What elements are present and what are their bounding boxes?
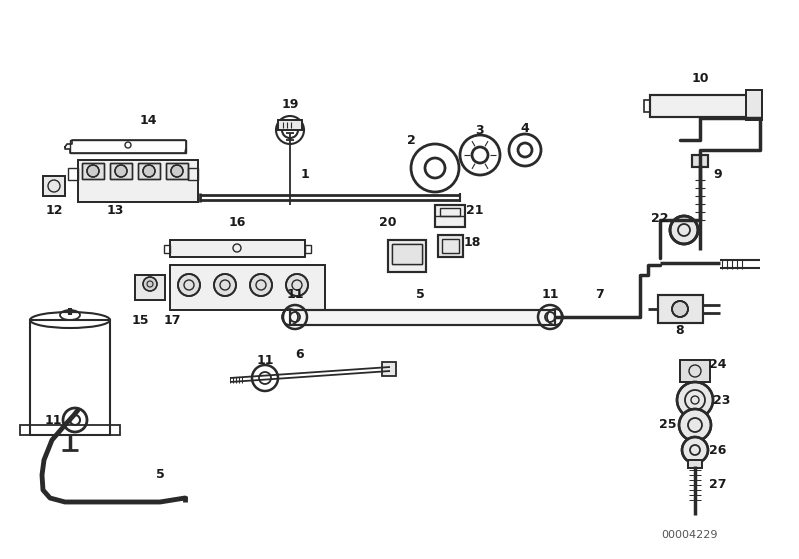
Text: 13: 13 — [106, 203, 124, 216]
Text: 11: 11 — [541, 288, 559, 301]
Circle shape — [178, 274, 200, 296]
Bar — [650, 95, 750, 117]
Bar — [166, 163, 188, 179]
Bar — [43, 176, 65, 196]
Text: 3: 3 — [475, 124, 484, 136]
Text: 23: 23 — [714, 394, 731, 406]
Bar — [166, 163, 188, 179]
Text: 10: 10 — [691, 72, 709, 84]
Circle shape — [143, 165, 155, 177]
Text: 4: 4 — [521, 121, 530, 135]
Circle shape — [143, 277, 157, 291]
Bar — [30, 320, 110, 435]
Bar — [650, 95, 750, 117]
Bar — [135, 275, 165, 300]
Text: 14: 14 — [139, 113, 157, 126]
Bar — [135, 275, 165, 300]
Text: 21: 21 — [467, 203, 483, 216]
Text: 24: 24 — [710, 358, 727, 372]
Bar — [138, 163, 160, 179]
Bar — [392, 244, 422, 264]
Bar — [388, 240, 426, 272]
Text: 17: 17 — [163, 314, 181, 326]
Text: 00004229: 00004229 — [662, 530, 718, 540]
Text: 25: 25 — [659, 419, 677, 432]
Text: 16: 16 — [229, 216, 245, 229]
Circle shape — [679, 409, 711, 441]
Bar — [392, 244, 422, 264]
Bar — [170, 240, 305, 257]
Bar — [170, 240, 305, 257]
Circle shape — [171, 165, 183, 177]
Text: 22: 22 — [651, 211, 669, 225]
Text: 9: 9 — [714, 168, 722, 182]
Bar — [438, 235, 463, 257]
Bar — [442, 239, 459, 253]
Bar — [688, 460, 702, 468]
Text: 1: 1 — [300, 168, 309, 182]
Bar — [43, 176, 65, 196]
Bar — [78, 160, 198, 202]
Circle shape — [672, 301, 688, 317]
Bar — [688, 460, 702, 468]
Bar — [290, 310, 555, 325]
Circle shape — [115, 165, 127, 177]
Bar — [438, 235, 463, 257]
Circle shape — [286, 274, 308, 296]
Bar — [440, 208, 460, 216]
Text: 5: 5 — [156, 468, 165, 481]
Bar — [644, 100, 650, 112]
Text: 15: 15 — [131, 314, 149, 326]
Bar — [658, 295, 703, 323]
Text: 11: 11 — [256, 353, 274, 367]
Text: 11: 11 — [44, 414, 62, 427]
Bar — [164, 245, 170, 253]
Text: 11: 11 — [286, 288, 304, 301]
Text: 12: 12 — [46, 203, 63, 216]
Bar — [435, 205, 465, 227]
Bar — [78, 160, 198, 202]
Bar — [305, 245, 311, 253]
Bar — [138, 163, 160, 179]
Text: 27: 27 — [710, 479, 727, 491]
Bar — [188, 168, 198, 180]
Text: 5: 5 — [415, 288, 424, 301]
Bar — [658, 295, 703, 323]
Circle shape — [682, 437, 708, 463]
Circle shape — [214, 274, 236, 296]
Text: 19: 19 — [281, 98, 299, 111]
Bar — [68, 168, 78, 180]
Bar — [110, 163, 132, 179]
Bar — [382, 362, 396, 376]
Text: 26: 26 — [710, 443, 726, 457]
Bar — [692, 155, 708, 167]
Bar — [20, 425, 120, 435]
Bar — [680, 360, 710, 382]
Bar — [170, 265, 325, 310]
Circle shape — [670, 216, 698, 244]
Text: 6: 6 — [296, 348, 304, 362]
Text: 18: 18 — [463, 236, 481, 249]
Bar — [692, 155, 708, 167]
Bar — [110, 163, 132, 179]
Bar — [278, 120, 302, 130]
Bar — [435, 205, 465, 227]
Bar — [82, 163, 104, 179]
Bar — [388, 240, 426, 272]
Text: 7: 7 — [595, 288, 604, 301]
Bar — [82, 163, 104, 179]
Bar — [278, 120, 302, 130]
Text: 2: 2 — [407, 134, 415, 146]
Circle shape — [677, 382, 713, 418]
Circle shape — [87, 165, 99, 177]
Bar — [746, 90, 762, 120]
Bar — [680, 360, 710, 382]
Text: 20: 20 — [380, 216, 397, 229]
Bar — [170, 265, 325, 310]
Bar — [290, 310, 555, 325]
Circle shape — [250, 274, 272, 296]
Bar — [746, 90, 762, 120]
Bar — [70, 140, 186, 153]
Text: 8: 8 — [676, 324, 684, 337]
